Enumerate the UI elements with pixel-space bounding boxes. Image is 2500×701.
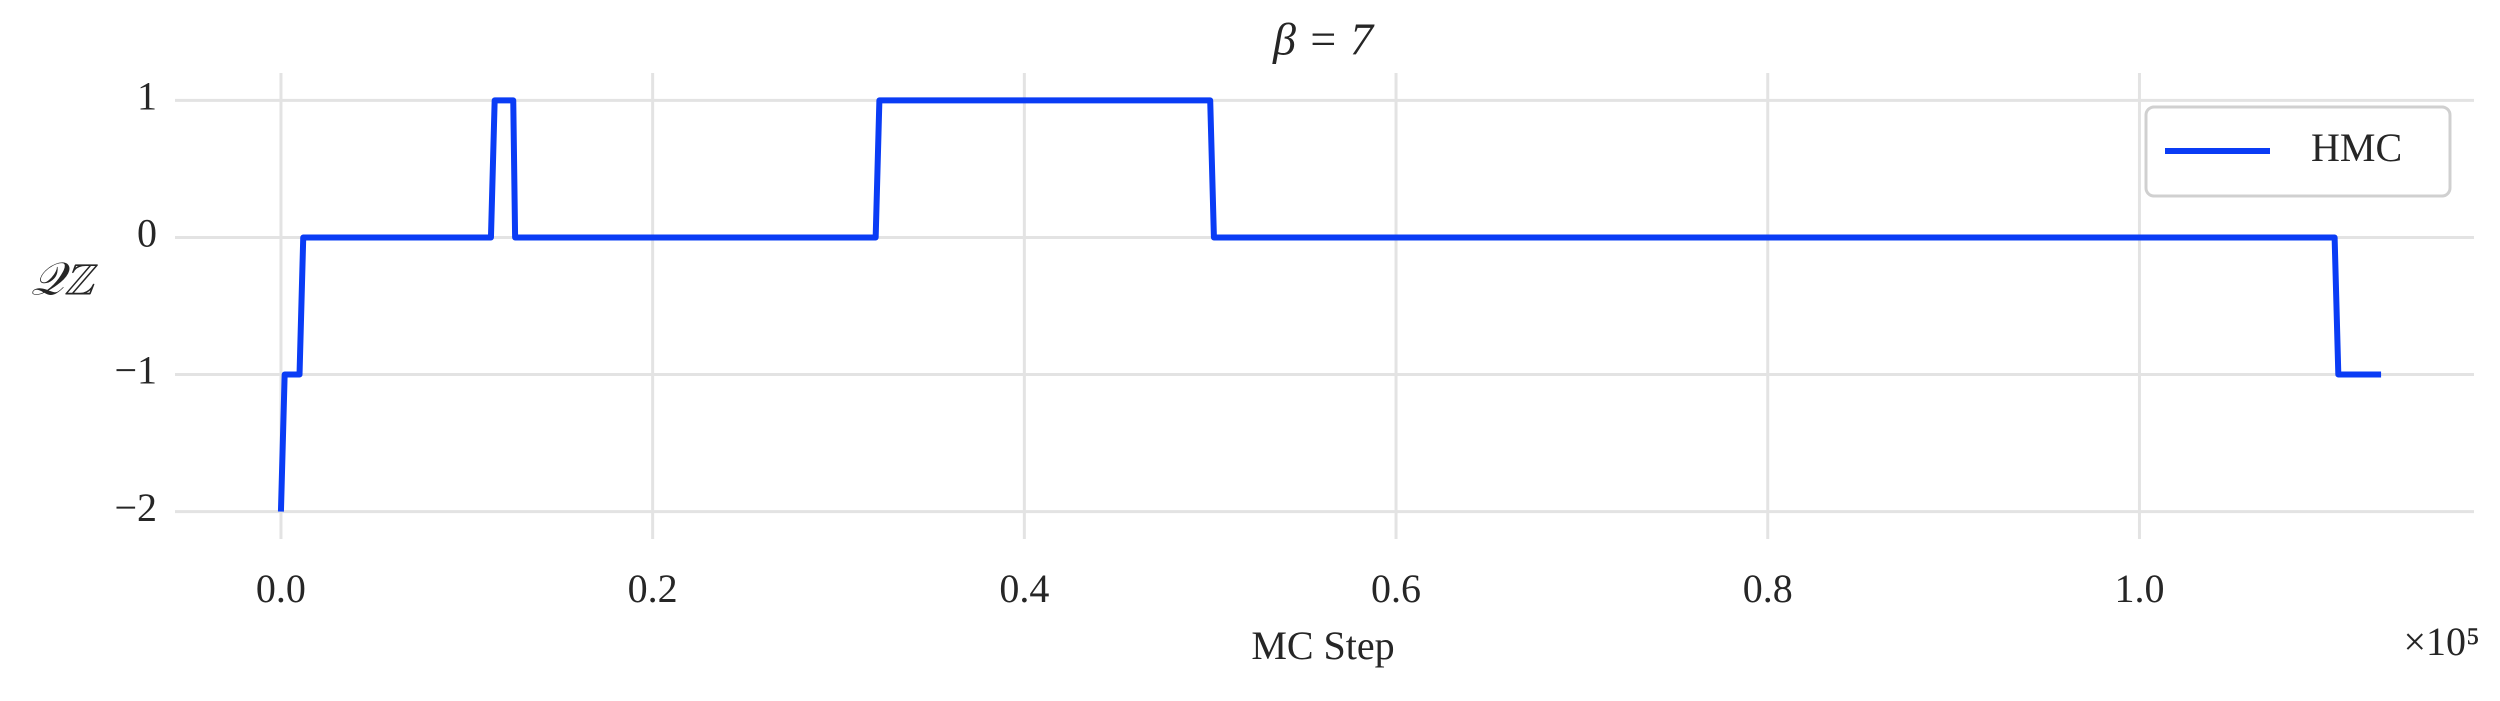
x-tick-label: 1.0 xyxy=(2114,566,2164,611)
y-tick-label: −2 xyxy=(114,485,157,530)
x-offset-text: ×10⁵ xyxy=(2403,619,2480,664)
x-tick-label: 0.8 xyxy=(1743,566,1793,611)
x-tick-label: 0.0 xyxy=(256,566,306,611)
y-tick-label: 1 xyxy=(137,74,157,119)
y-tick-label: 0 xyxy=(137,211,157,256)
x-axis-label: MC Step xyxy=(1251,623,1394,668)
y-tick-label: −1 xyxy=(114,348,157,393)
x-tick-label: 0.2 xyxy=(628,566,678,611)
chart-title: β = 7 xyxy=(1272,14,1375,65)
legend-label: HMC xyxy=(2311,125,2402,170)
data-line xyxy=(277,97,2382,512)
x-tick-label: 0.4 xyxy=(999,566,1049,611)
legend-box xyxy=(2144,105,2452,198)
x-tick-label: 0.6 xyxy=(1371,566,1421,611)
y-axis-label: 𝒬ℤ xyxy=(31,254,99,305)
